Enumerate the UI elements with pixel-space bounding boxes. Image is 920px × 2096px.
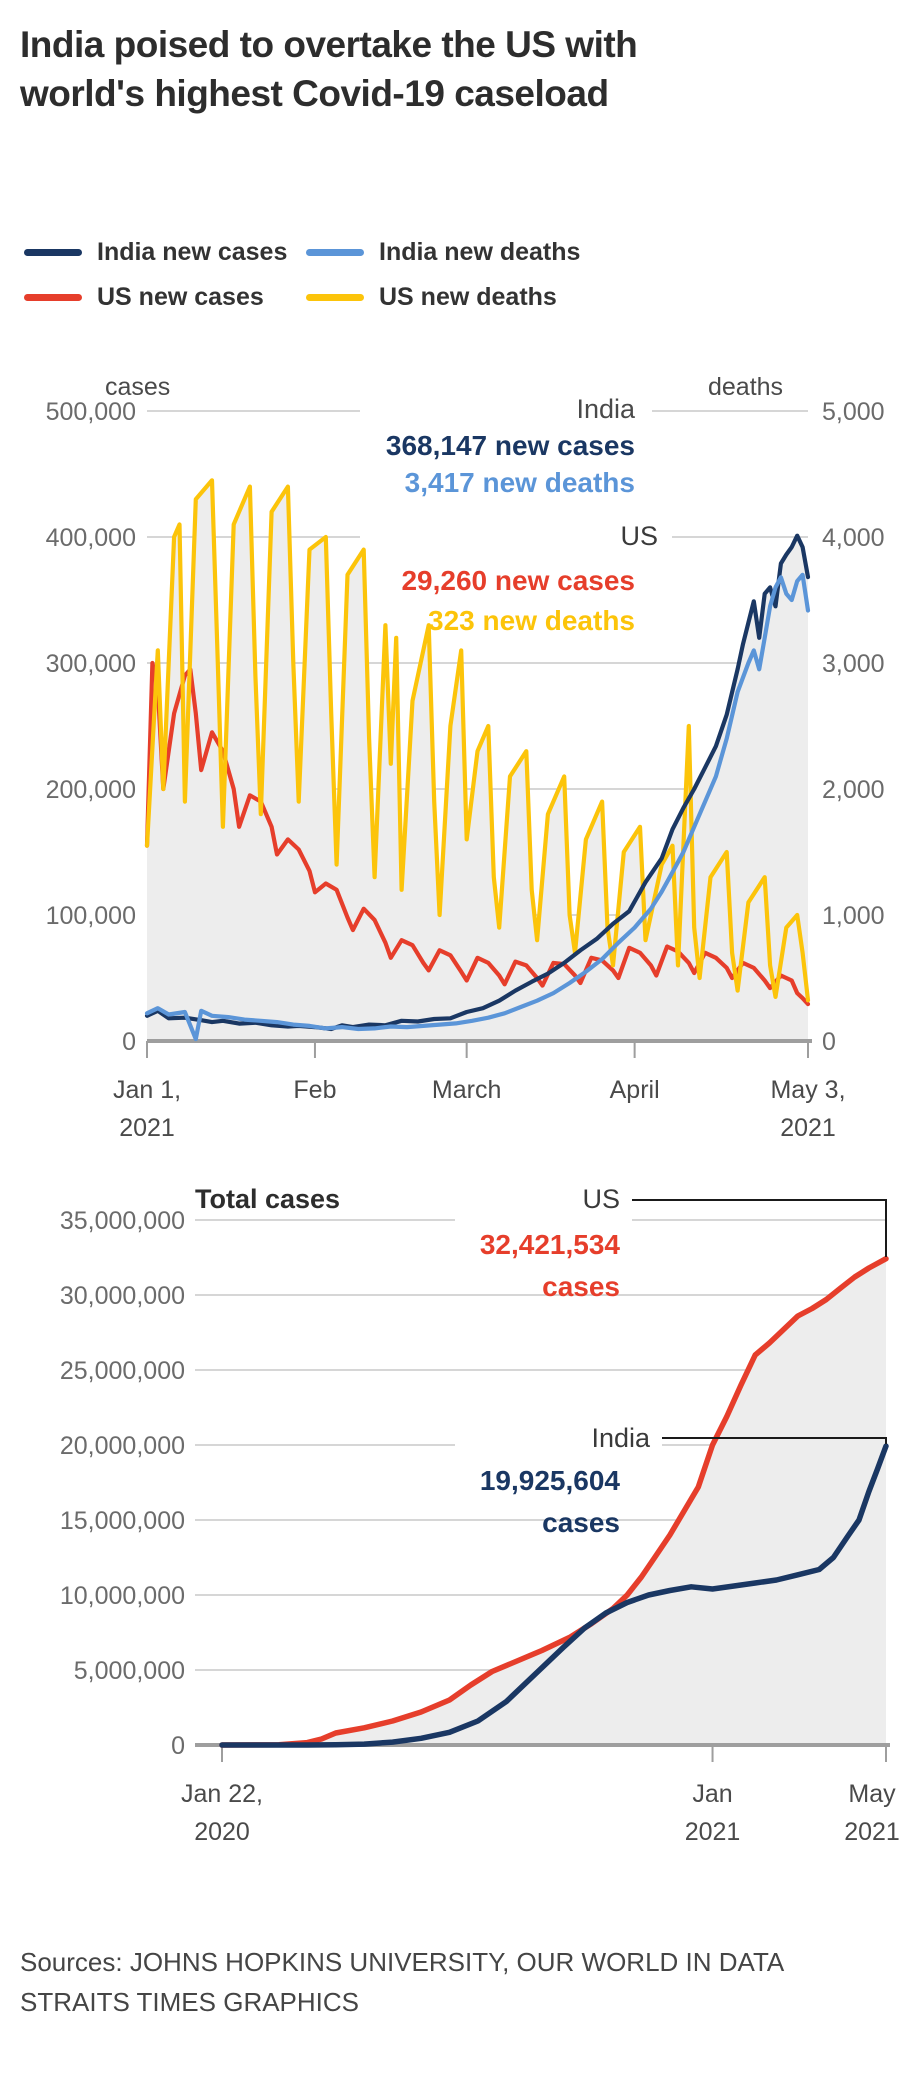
legend-item-india-new-deaths: India new deaths <box>306 238 580 267</box>
y-axis-tick-label-right: 4,000 <box>822 524 885 552</box>
legend-label: India new cases <box>97 238 288 266</box>
total-cases-chart: 35,000,000 30,000,000 25,000,000 20,000,000… <box>60 1184 900 1846</box>
legend-swatch-us-new-deaths <box>306 294 364 301</box>
callout-line-india <box>662 1437 887 1444</box>
annotation-us-total-value: 32,421,534 <box>480 1229 621 1260</box>
x-axis-tick-label: May 3, <box>770 1076 845 1104</box>
legend-swatch-india-new-deaths <box>306 249 364 256</box>
series-line-india-total-cases <box>219 1443 889 1748</box>
series-line-us-total-cases <box>219 1255 889 1748</box>
x-axis-tick-label: May <box>848 1780 896 1808</box>
legend-swatch-us-new-cases <box>24 294 82 301</box>
legend-item-india-new-cases: India new cases <box>24 238 306 267</box>
y-axis-tick-label-left: 25,000,000 <box>60 1357 185 1385</box>
left-axis-caption: cases <box>105 373 170 401</box>
y-axis-tick-label-left: 35,000,000 <box>60 1207 185 1235</box>
y-axis-tick-label-left: 15,000,000 <box>60 1507 185 1535</box>
annotation-india-total-value: 19,925,604 <box>480 1465 621 1496</box>
annotation-india-label: India <box>591 1423 651 1453</box>
annotation-india-new-cases: 368,147 new cases <box>386 430 635 461</box>
y-axis-tick-label-left: 300,000 <box>46 650 136 678</box>
y-axis-tick-label-left: 20,000,000 <box>60 1432 185 1460</box>
y-axis-tick-label-left: 30,000,000 <box>60 1282 185 1310</box>
y-axis-tick-label-right: 0 <box>822 1028 836 1056</box>
area-fill-india-total-cases <box>222 1446 886 1745</box>
y-axis-tick-label-right: 2,000 <box>822 776 885 804</box>
y-axis-tick-label-left: 400,000 <box>46 524 136 552</box>
y-axis-tick-label-right: 5,000 <box>822 398 885 426</box>
y-axis-tick-label-right: 1,000 <box>822 902 885 930</box>
x-axis-tick-label: Jan 22, <box>181 1780 263 1808</box>
sources-note: Sources: JOHNS HOPKINS UNIVERSITY, OUR W… <box>20 1942 784 2022</box>
x-axis-tick-label: 2021 <box>844 1818 900 1846</box>
callout-line-us <box>632 1199 887 1257</box>
x-axis-tick-label: Feb <box>293 1076 336 1104</box>
y-axis-tick-label-left: 500,000 <box>46 398 136 426</box>
y-axis-tick-label-left: 5,000,000 <box>74 1657 185 1685</box>
annotation-us-new-cases: 29,260 new cases <box>401 565 635 596</box>
x-axis-tick-label: 2021 <box>685 1818 741 1846</box>
x-axis-tick-label: Jan 1, <box>113 1076 181 1104</box>
legend-swatch-india-new-cases <box>24 249 82 256</box>
annotation-us-label: US <box>620 521 658 551</box>
page-title: India poised to overtake the US with wor… <box>20 20 880 118</box>
annotation-india-label: India <box>576 394 636 424</box>
series-line-india-new-cases <box>144 533 811 1032</box>
x-axis-tick-label: 2021 <box>780 1114 836 1142</box>
sources-line1: Sources: JOHNS HOPKINS UNIVERSITY, OUR W… <box>20 1947 785 1977</box>
page-title-line2: world's highest Covid-19 caseload <box>20 73 609 114</box>
right-axis-caption: deaths <box>708 373 783 401</box>
annotation-us-new-deaths: 323 new deaths <box>428 605 635 636</box>
legend-item-us-new-cases: US new cases <box>24 283 306 312</box>
y-axis-tick-label-left: 200,000 <box>46 776 136 804</box>
x-axis-tick-label: 2021 <box>119 1114 175 1142</box>
chart-legend: India new cases India new deaths US new … <box>24 238 580 312</box>
annotation-us-label: US <box>582 1184 620 1214</box>
x-axis-tick-label: 2020 <box>194 1818 250 1846</box>
annotation-india-new-deaths: 3,417 new deaths <box>405 467 635 498</box>
series-line-us-new-deaths <box>144 478 811 1003</box>
annotation-india-total-unit: cases <box>542 1507 620 1538</box>
y-axis-tick-label-left: 10,000,000 <box>60 1582 185 1610</box>
annotation-us-total-unit: cases <box>542 1271 620 1302</box>
x-axis-tick-label: March <box>432 1076 501 1104</box>
sources-line2: STRAITS TIMES GRAPHICS <box>20 1987 360 2017</box>
chart-title: Total cases <box>195 1184 340 1214</box>
y-axis-tick-label-right: 3,000 <box>822 650 885 678</box>
y-axis-tick-label-left: 0 <box>171 1732 185 1760</box>
y-axis-tick-label-left: 0 <box>122 1028 136 1056</box>
legend-label: US new cases <box>97 283 264 311</box>
legend-label: US new deaths <box>379 283 557 311</box>
x-axis-tick-label: April <box>610 1076 660 1104</box>
series-line-india-new-deaths <box>144 572 811 1042</box>
daily-cases-deaths-chart: 500,000 5,000 400,000 4,000 300,000 3,000 200,… <box>46 373 885 1142</box>
page-title-line1: India poised to overtake the US with <box>20 24 638 65</box>
legend-label: India new deaths <box>379 238 581 266</box>
legend-item-us-new-deaths: US new deaths <box>306 283 580 312</box>
y-axis-tick-label-left: 100,000 <box>46 902 136 930</box>
x-axis-tick-label: Jan <box>692 1780 732 1808</box>
